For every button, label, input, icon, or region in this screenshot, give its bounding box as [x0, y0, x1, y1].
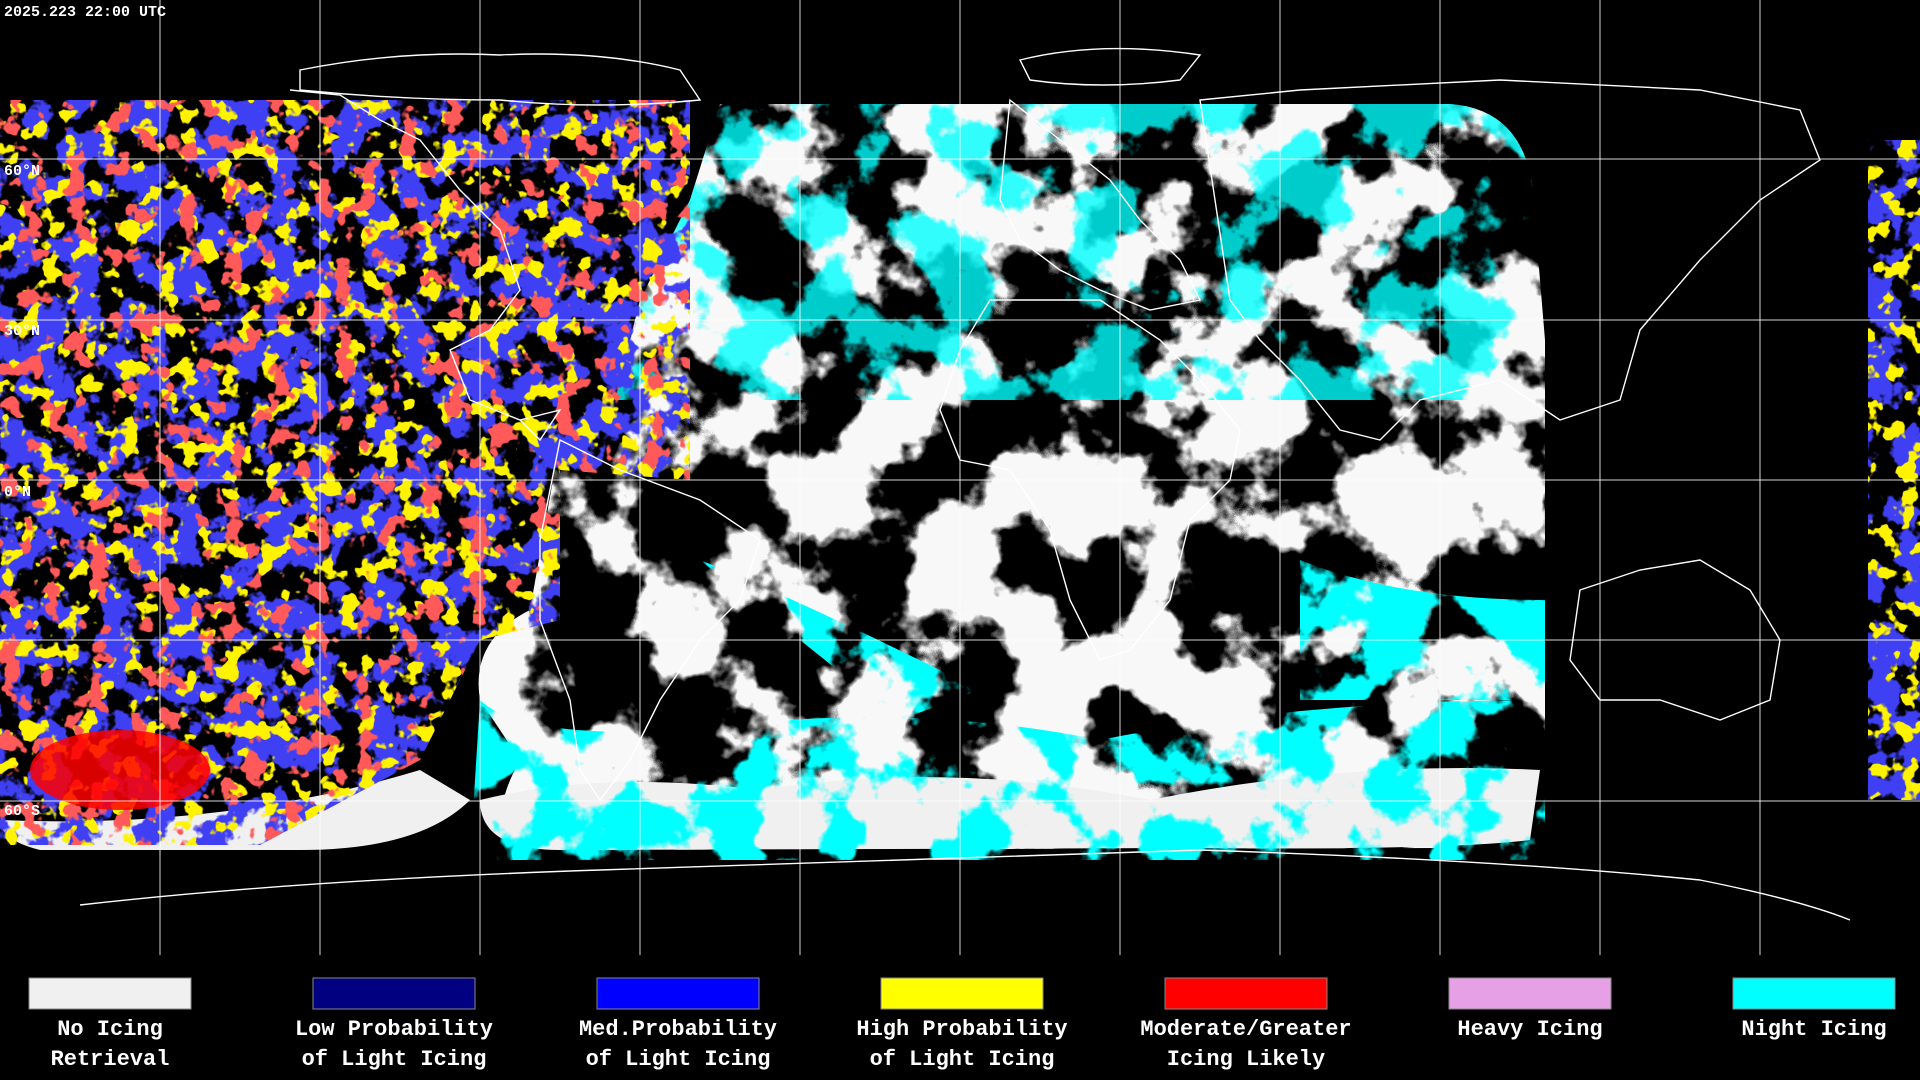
legend-label: Retrieval [51, 1047, 170, 1072]
latitude-label: 60°N [4, 163, 40, 180]
legend-label: of Light Icing [302, 1047, 487, 1072]
legend-label: Med.Probability [579, 1017, 777, 1042]
cloud-layer [0, 100, 1920, 860]
legend: No Icing Retrieval Low Probability of Light… [28, 977, 1896, 1072]
legend-label: No Icing [57, 1017, 163, 1042]
legend-background [0, 955, 1920, 1080]
legend-swatch [1164, 977, 1328, 1010]
legend-swatch [880, 977, 1044, 1010]
legend-swatch [28, 977, 192, 1010]
legend-label: of Light Icing [586, 1047, 771, 1072]
latitude-labels: 60°N 30°N 0°N 60°S [4, 163, 40, 820]
legend-label: High Probability [856, 1017, 1067, 1042]
legend-label: of Light Icing [870, 1047, 1055, 1072]
coastlines [79, 47, 1851, 921]
latitude-label: 30°N [4, 323, 40, 340]
legend-label: Night Icing [1741, 1017, 1886, 1042]
legend-label: Icing Likely [1167, 1047, 1325, 1072]
legend-swatch [1448, 977, 1612, 1010]
legend-swatch [1732, 977, 1896, 1010]
timestamp: 2025.223 22:00 UTC [4, 4, 166, 21]
legend-label: Low Probability [295, 1017, 493, 1042]
legend-swatch [312, 977, 476, 1010]
legend-swatch [596, 977, 760, 1010]
latitude-label: 60°S [4, 803, 40, 820]
legend-label: Heavy Icing [1457, 1017, 1602, 1042]
latitude-label: 0°N [4, 484, 31, 501]
legend-label: Moderate/Greater [1140, 1017, 1351, 1042]
graticule [0, 0, 1920, 955]
